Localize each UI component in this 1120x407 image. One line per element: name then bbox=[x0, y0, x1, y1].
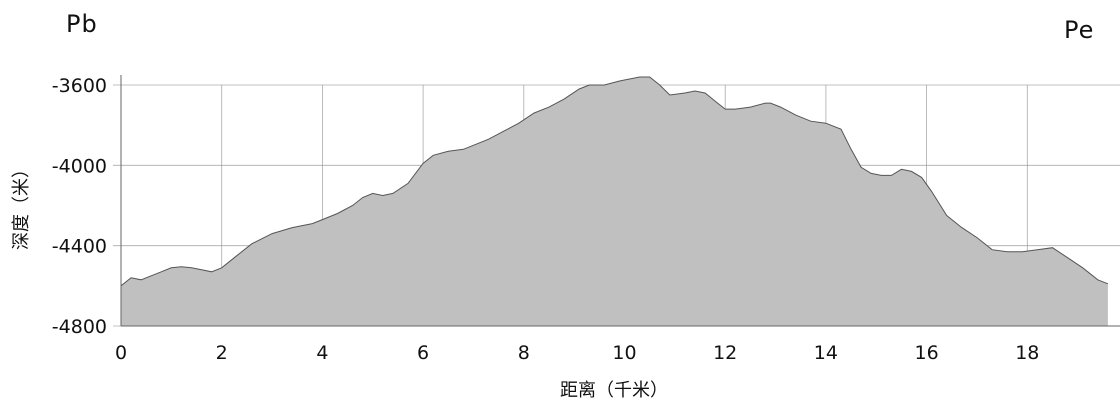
x-tick-label: 14 bbox=[814, 342, 838, 364]
y-axis-title: 深度（米） bbox=[11, 160, 32, 250]
y-tick-label: -3600 bbox=[52, 75, 107, 97]
x-tick-label: 18 bbox=[1015, 342, 1039, 364]
x-tick-label: 2 bbox=[216, 342, 228, 364]
corner-label-end: Pe bbox=[1064, 16, 1095, 44]
y-tick-label: -4400 bbox=[52, 236, 107, 258]
x-tick-label: 0 bbox=[115, 342, 127, 364]
x-tick-label: 10 bbox=[612, 342, 636, 364]
corner-label-start: Pb bbox=[66, 10, 98, 38]
y-tick-labels: -3600 -4000 -4400 -4800 bbox=[52, 75, 107, 338]
x-tick-label: 6 bbox=[417, 342, 429, 364]
x-tick-label: 12 bbox=[713, 342, 737, 364]
depth-area bbox=[121, 77, 1108, 326]
x-tick-label: 16 bbox=[915, 342, 939, 364]
plot-frame bbox=[120, 75, 1120, 327]
x-axis-title: 距离（千米） bbox=[560, 380, 668, 401]
x-tick-label: 8 bbox=[518, 342, 530, 364]
x-tick-labels: 0 2 4 6 8 10 12 14 16 18 bbox=[115, 342, 1039, 364]
y-tick-label: -4000 bbox=[52, 155, 107, 177]
y-tick-label: -4800 bbox=[52, 316, 107, 338]
x-tick-label: 4 bbox=[316, 342, 328, 364]
depth-profile-line bbox=[120, 76, 1109, 287]
depth-area-layer bbox=[120, 76, 1109, 326]
